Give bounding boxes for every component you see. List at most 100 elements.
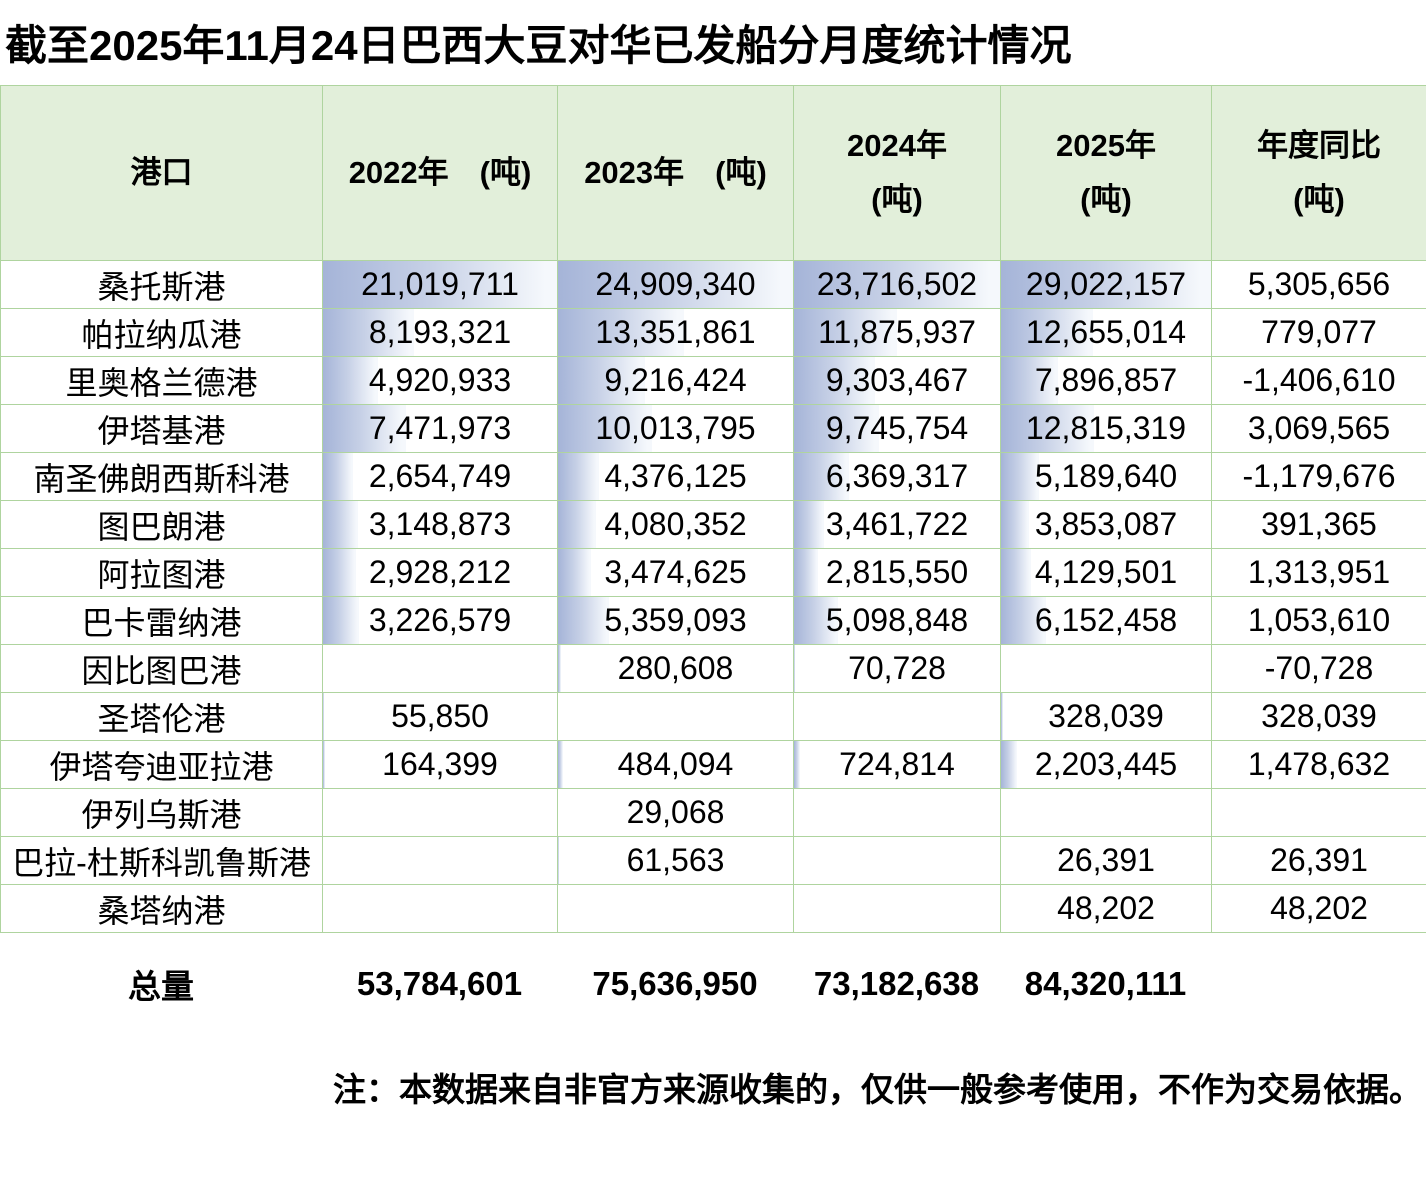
- cell-value: 11,875,937: [818, 314, 976, 350]
- cell-value: 779,077: [1261, 314, 1377, 350]
- cell-value: 3,853,087: [1034, 506, 1178, 542]
- value-cell-y2022: 2,654,749: [323, 453, 558, 501]
- cell-value: 2,654,749: [368, 458, 512, 494]
- value-cell-y2023: 4,376,125: [558, 453, 794, 501]
- column-header-y2023: 2023年 (吨): [558, 86, 794, 261]
- data-bar: [558, 645, 561, 692]
- data-bar: [794, 261, 1000, 308]
- value-cell-y2024: 724,814: [794, 741, 1001, 789]
- port-name-cell: 圣塔伦港: [1, 693, 323, 741]
- cell-value: 61,563: [626, 842, 725, 878]
- data-bar: [794, 549, 819, 596]
- yoy-value-cell: -70,728: [1212, 645, 1426, 693]
- total-value-y2022: 53,784,601: [356, 965, 523, 1002]
- value-cell-y2022: 2,928,212: [323, 549, 558, 597]
- cell-value: 9,216,424: [604, 362, 747, 398]
- value-cell-y2022: [323, 789, 558, 837]
- cell-value: 26,391: [1270, 842, 1368, 878]
- value-cell-y2025: 2,203,445: [1001, 741, 1212, 789]
- cell-value: 29,068: [626, 794, 725, 830]
- cell-value: 2,203,445: [1034, 746, 1178, 782]
- value-cell-y2025: [1001, 645, 1212, 693]
- cell-value: -70,728: [1264, 650, 1374, 686]
- value-cell-y2022: 55,850: [323, 693, 558, 741]
- totals-row: 总量 53,784,601 75,636,950 73,182,638 84,320,1…: [0, 959, 1426, 1009]
- value-cell-y2023: 4,080,352: [558, 501, 794, 549]
- data-bar: [794, 453, 850, 500]
- cell-value: 3,474,625: [604, 554, 747, 590]
- port-name-cell: 桑托斯港: [1, 261, 323, 309]
- value-cell-y2023: 13,351,861: [558, 309, 794, 357]
- port-name-cell: 因比图巴港: [1, 645, 323, 693]
- cell-value: 48,202: [1270, 890, 1368, 926]
- cell-value: 9,745,754: [825, 410, 969, 446]
- data-bar: [558, 501, 597, 548]
- cell-value: -1,406,610: [1242, 362, 1396, 398]
- port-name-cell: 巴拉-杜斯科凯鲁斯港: [1, 837, 323, 885]
- cell-value: 12,655,014: [1025, 314, 1187, 350]
- value-cell-y2025: 29,022,157: [1001, 261, 1212, 309]
- column-header-y2024: 2024年 (吨): [794, 86, 1001, 261]
- data-bar: [794, 357, 875, 404]
- port-name-cell: 桑塔纳港: [1, 885, 323, 933]
- data-bar: [323, 309, 415, 356]
- cell-value: 7,471,973: [368, 410, 512, 446]
- data-bar: [1001, 597, 1046, 644]
- value-cell-y2023: 5,359,093: [558, 597, 794, 645]
- data-bar: [1001, 261, 1211, 308]
- data-bar: [558, 597, 609, 644]
- cell-value: 24,909,340: [595, 266, 756, 302]
- cell-value: 9,303,467: [825, 362, 969, 398]
- column-header-yoy: 年度同比 (吨): [1212, 86, 1426, 261]
- data-bar: [794, 501, 825, 548]
- value-cell-y2023: 10,013,795: [558, 405, 794, 453]
- yoy-value-cell: 3,069,565: [1212, 405, 1426, 453]
- data-bar: [323, 741, 325, 788]
- value-cell-y2022: [323, 645, 558, 693]
- data-bar: [794, 597, 839, 644]
- value-cell-y2023: 29,068: [558, 789, 794, 837]
- data-bar: [558, 453, 600, 500]
- value-cell-y2024: [794, 789, 1001, 837]
- data-bar: [1001, 357, 1059, 404]
- totals-label: 总量: [128, 968, 194, 1005]
- cell-value: 4,376,125: [604, 458, 747, 494]
- data-bar: [1001, 741, 1017, 788]
- port-name-cell: 伊塔基港: [1, 405, 323, 453]
- cell-value: 328,039: [1048, 698, 1164, 734]
- data-bar: [323, 597, 359, 644]
- value-cell-y2022: 3,148,873: [323, 501, 558, 549]
- value-cell-y2024: 5,098,848: [794, 597, 1001, 645]
- value-cell-y2022: 8,193,321: [323, 309, 558, 357]
- yoy-value-cell: 1,053,610: [1212, 597, 1426, 645]
- cell-value: 2,815,550: [825, 554, 969, 590]
- value-cell-y2023: 61,563: [558, 837, 794, 885]
- cell-value: 4,080,352: [604, 506, 747, 542]
- value-cell-y2023: [558, 693, 794, 741]
- value-cell-y2023: 280,608: [558, 645, 794, 693]
- value-cell-y2024: 9,303,467: [794, 357, 1001, 405]
- data-bar: [323, 405, 407, 452]
- data-bar: [558, 549, 591, 596]
- footnote: 注：本数据来自非官方来源收集的，仅供一般参考使用，不作为交易依据。: [333, 1071, 1422, 1108]
- cell-value: 48,202: [1057, 890, 1155, 926]
- data-bar: [794, 645, 795, 692]
- cell-value: 3,226,579: [368, 602, 512, 638]
- cell-value: 5,189,640: [1034, 458, 1178, 494]
- value-cell-y2023: 484,094: [558, 741, 794, 789]
- value-cell-y2024: [794, 837, 1001, 885]
- cell-value: 5,305,656: [1247, 266, 1391, 302]
- total-value-y2023: 75,636,950: [592, 965, 758, 1002]
- data-bar: [323, 453, 353, 500]
- data-bar: [1001, 549, 1031, 596]
- cell-value: 29,022,157: [1025, 266, 1187, 302]
- data-bar: [1001, 405, 1094, 452]
- value-cell-y2022: [323, 837, 558, 885]
- column-header-port: 港口: [1, 86, 323, 261]
- cell-value: 23,716,502: [816, 266, 978, 302]
- value-cell-y2024: 9,745,754: [794, 405, 1001, 453]
- port-name-cell: 帕拉纳瓜港: [1, 309, 323, 357]
- value-cell-y2025: 12,655,014: [1001, 309, 1212, 357]
- yoy-value-cell: [1212, 789, 1426, 837]
- total-value-y2025: 84,320,111: [1024, 965, 1187, 1002]
